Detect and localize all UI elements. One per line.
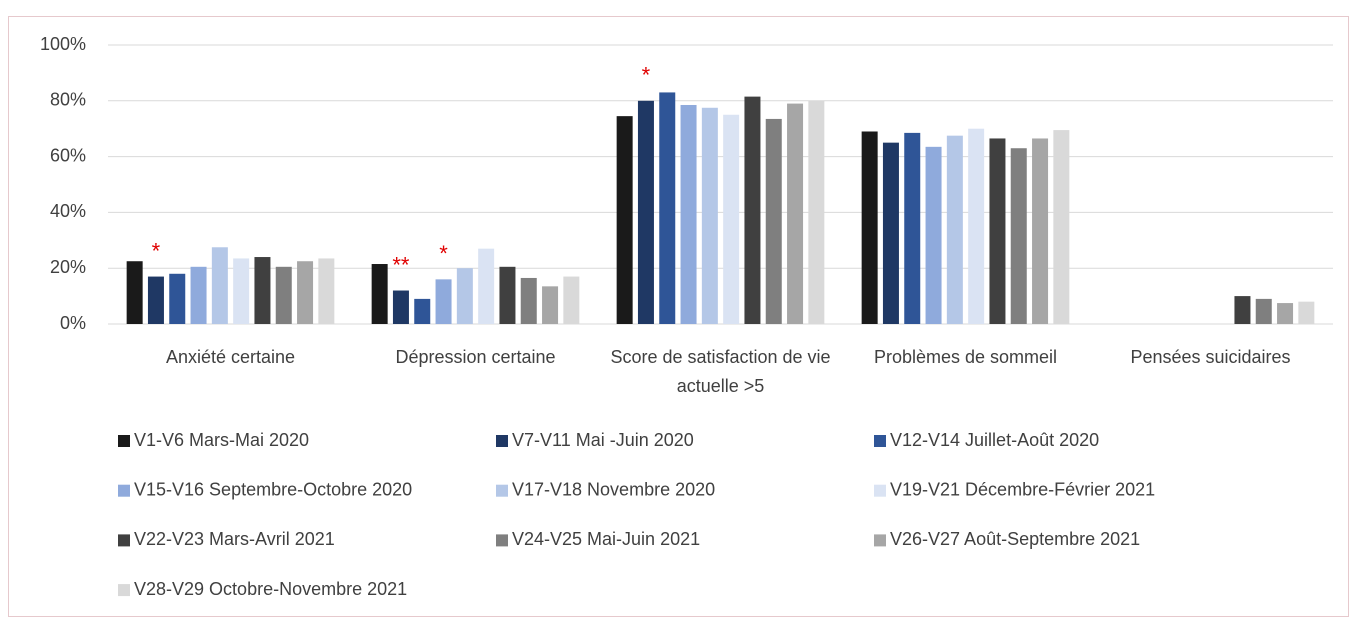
legend-swatch bbox=[874, 435, 886, 447]
bar bbox=[861, 131, 878, 324]
bar bbox=[126, 261, 143, 324]
bar bbox=[275, 266, 292, 324]
x-tick-label: Problèmes de sommeil bbox=[873, 347, 1058, 367]
bar bbox=[392, 290, 409, 324]
legend-label: V28-V29 Octobre-Novembre 2021 bbox=[134, 579, 407, 599]
bar bbox=[765, 118, 782, 324]
x-tick-label: Score de satisfaction de vie actuelle >5 bbox=[610, 347, 831, 396]
bar bbox=[499, 266, 516, 324]
legend-swatch bbox=[874, 484, 886, 497]
bar bbox=[787, 103, 804, 324]
bar bbox=[254, 257, 271, 324]
legend-label: V19-V21 Décembre-Février 2021 bbox=[890, 479, 1155, 499]
bar bbox=[563, 276, 580, 324]
legend-swatch bbox=[874, 534, 886, 547]
significance-marker: * bbox=[439, 241, 448, 266]
legend-label: V17-V18 Novembre 2020 bbox=[512, 479, 715, 499]
y-tick-label: 100% bbox=[40, 34, 86, 54]
bar bbox=[904, 132, 921, 324]
legend-label: V22-V23 Mars-Avril 2021 bbox=[134, 529, 335, 549]
bar bbox=[1255, 298, 1272, 324]
bar bbox=[882, 142, 899, 324]
bar bbox=[233, 258, 250, 324]
bar bbox=[318, 258, 335, 324]
bar bbox=[968, 128, 985, 324]
bar bbox=[925, 146, 942, 324]
bar bbox=[371, 264, 388, 324]
significance-marker: * bbox=[642, 63, 651, 88]
y-tick-label: 20% bbox=[50, 257, 86, 277]
bar bbox=[680, 104, 697, 324]
legend-label: V15-V16 Septembre-Octobre 2020 bbox=[134, 479, 412, 499]
bar bbox=[808, 100, 825, 324]
x-tick-label: Pensées suicidaires bbox=[1130, 347, 1291, 367]
bar bbox=[435, 279, 452, 324]
bar bbox=[211, 247, 228, 324]
bar bbox=[478, 248, 495, 324]
bar bbox=[723, 114, 740, 324]
y-tick-label: 40% bbox=[50, 201, 86, 221]
bar bbox=[414, 298, 431, 324]
y-tick-label: 80% bbox=[50, 90, 86, 110]
x-tick-label: Dépression certaine bbox=[395, 347, 556, 367]
bar bbox=[616, 116, 633, 325]
legend-swatch bbox=[118, 534, 130, 547]
legend-label: V1-V6 Mars-Mai 2020 bbox=[134, 430, 309, 450]
significance-marker: * bbox=[152, 238, 161, 263]
bar bbox=[190, 266, 207, 324]
bar bbox=[1277, 303, 1294, 324]
legend-label: V7-V11 Mai -Juin 2020 bbox=[512, 430, 694, 450]
bar bbox=[520, 277, 537, 324]
bar bbox=[297, 261, 314, 324]
y-tick-label: 0% bbox=[60, 313, 86, 333]
bar bbox=[147, 276, 164, 324]
y-tick-label: 60% bbox=[50, 145, 86, 165]
bar bbox=[989, 138, 1006, 324]
legend-swatch bbox=[496, 484, 508, 497]
legend-label: V24-V25 Mai-Juin 2021 bbox=[512, 529, 700, 549]
x-tick-label: Anxiété certaine bbox=[165, 347, 296, 367]
bar bbox=[1010, 148, 1027, 324]
legend-label: V26-V27 Août-Septembre 2021 bbox=[890, 529, 1140, 549]
legend-swatch bbox=[496, 534, 508, 547]
bar bbox=[637, 100, 654, 324]
bar bbox=[1234, 296, 1251, 324]
legend-swatch bbox=[496, 435, 508, 447]
bar bbox=[1298, 301, 1315, 324]
chart-frame bbox=[8, 16, 1349, 617]
legend-swatch bbox=[118, 435, 130, 447]
bar bbox=[946, 135, 963, 324]
bar bbox=[659, 92, 676, 325]
legend-label: V12-V14 Juillet-Août 2020 bbox=[890, 430, 1099, 450]
bar bbox=[701, 107, 718, 325]
bar bbox=[744, 96, 761, 325]
significance-marker: ** bbox=[392, 252, 410, 277]
legend-swatch bbox=[118, 584, 130, 597]
legend-swatch bbox=[118, 484, 130, 497]
bar bbox=[542, 286, 559, 324]
bar bbox=[169, 273, 186, 324]
bar bbox=[456, 268, 473, 324]
bar bbox=[1032, 138, 1049, 324]
bar bbox=[1053, 130, 1070, 324]
